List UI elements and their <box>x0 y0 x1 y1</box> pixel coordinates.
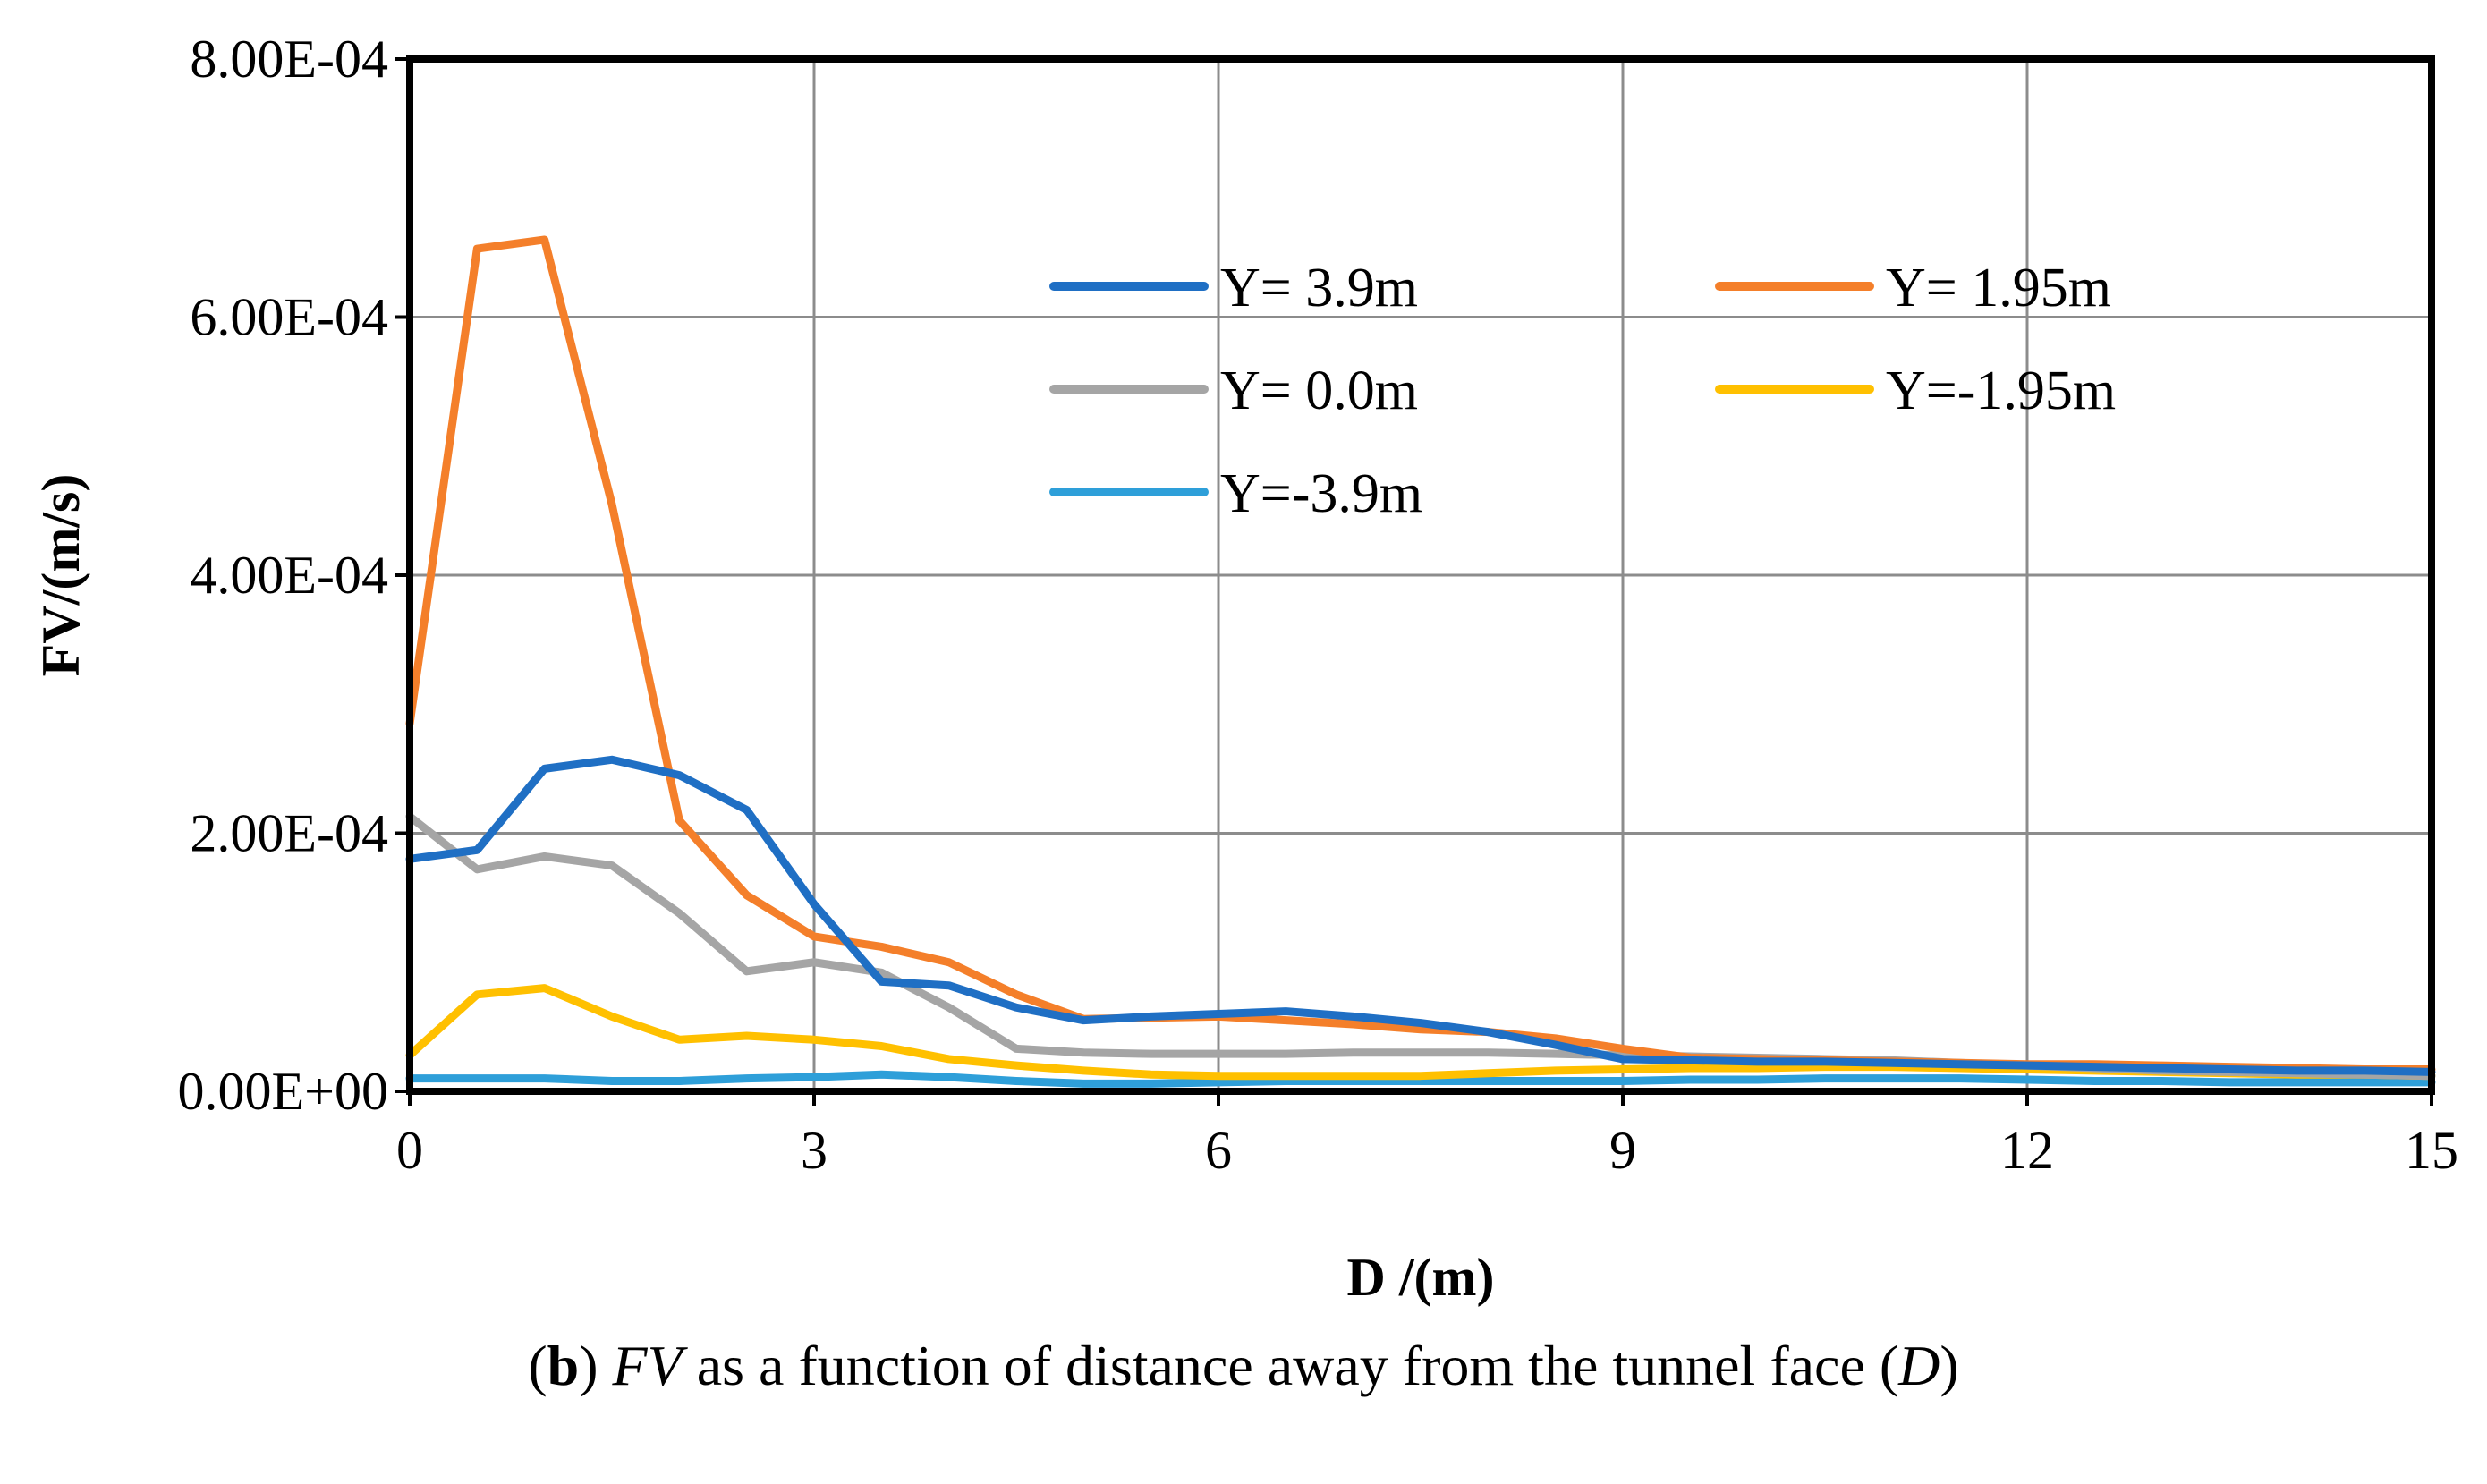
y-axis-ticks: 0.00E+00 2.00E-04 4.00E-04 6.00E-04 8.00E-04 <box>178 30 410 1121</box>
grid-lines <box>410 59 2432 1091</box>
x-tick-label: 15 <box>2405 1121 2458 1180</box>
caption-end-paren: ) <box>1940 1334 1959 1397</box>
caption-variable: FV <box>612 1334 683 1397</box>
line-chart: 0.00E+00 2.00E-04 4.00E-04 6.00E-04 8.00E-04… <box>31 30 2458 1307</box>
legend-label: Y= 3.9m <box>1220 258 1418 318</box>
figure-caption: (b) FV as a function of distance away fr… <box>0 1333 2487 1399</box>
x-tick-label: 9 <box>1609 1121 1636 1180</box>
legend-label: Y= 0.0m <box>1220 360 1418 421</box>
series-line <box>405 755 2436 1076</box>
series-lines <box>405 235 2436 1088</box>
y-axis-title: FV/(m/s) <box>31 474 90 677</box>
legend-label: Y=-1.95m <box>1886 360 2116 421</box>
x-tick-label: 6 <box>1205 1121 1232 1180</box>
legend: Y= 3.9m Y= 1.95m Y= 0.0m Y=-1.95m Y=-3.9m <box>1049 258 2116 524</box>
x-axis-title: D /(m) <box>1347 1248 1495 1307</box>
x-tick-label: 12 <box>2000 1121 2054 1180</box>
legend-label: Y= 1.95m <box>1886 258 2111 318</box>
caption-symbol: D <box>1898 1334 1940 1397</box>
caption-text: as a function of distance away from the … <box>682 1334 1899 1397</box>
caption-close-paren: ) <box>579 1334 613 1397</box>
x-tick-label: 0 <box>396 1121 423 1180</box>
y-tick-label: 4.00E-04 <box>190 546 388 605</box>
y-tick-label: 2.00E-04 <box>190 804 388 863</box>
caption-open-paren: ( <box>528 1334 547 1397</box>
series-line <box>405 1070 2436 1088</box>
legend-label: Y=-3.9m <box>1220 463 1422 524</box>
caption-label: b <box>547 1334 580 1397</box>
y-tick-label: 0.00E+00 <box>178 1062 389 1121</box>
x-tick-label: 3 <box>801 1121 828 1180</box>
x-axis-ticks: 0 3 6 9 12 15 <box>396 1091 2458 1180</box>
y-tick-label: 8.00E-04 <box>190 30 388 89</box>
y-tick-label: 6.00E-04 <box>190 288 388 347</box>
